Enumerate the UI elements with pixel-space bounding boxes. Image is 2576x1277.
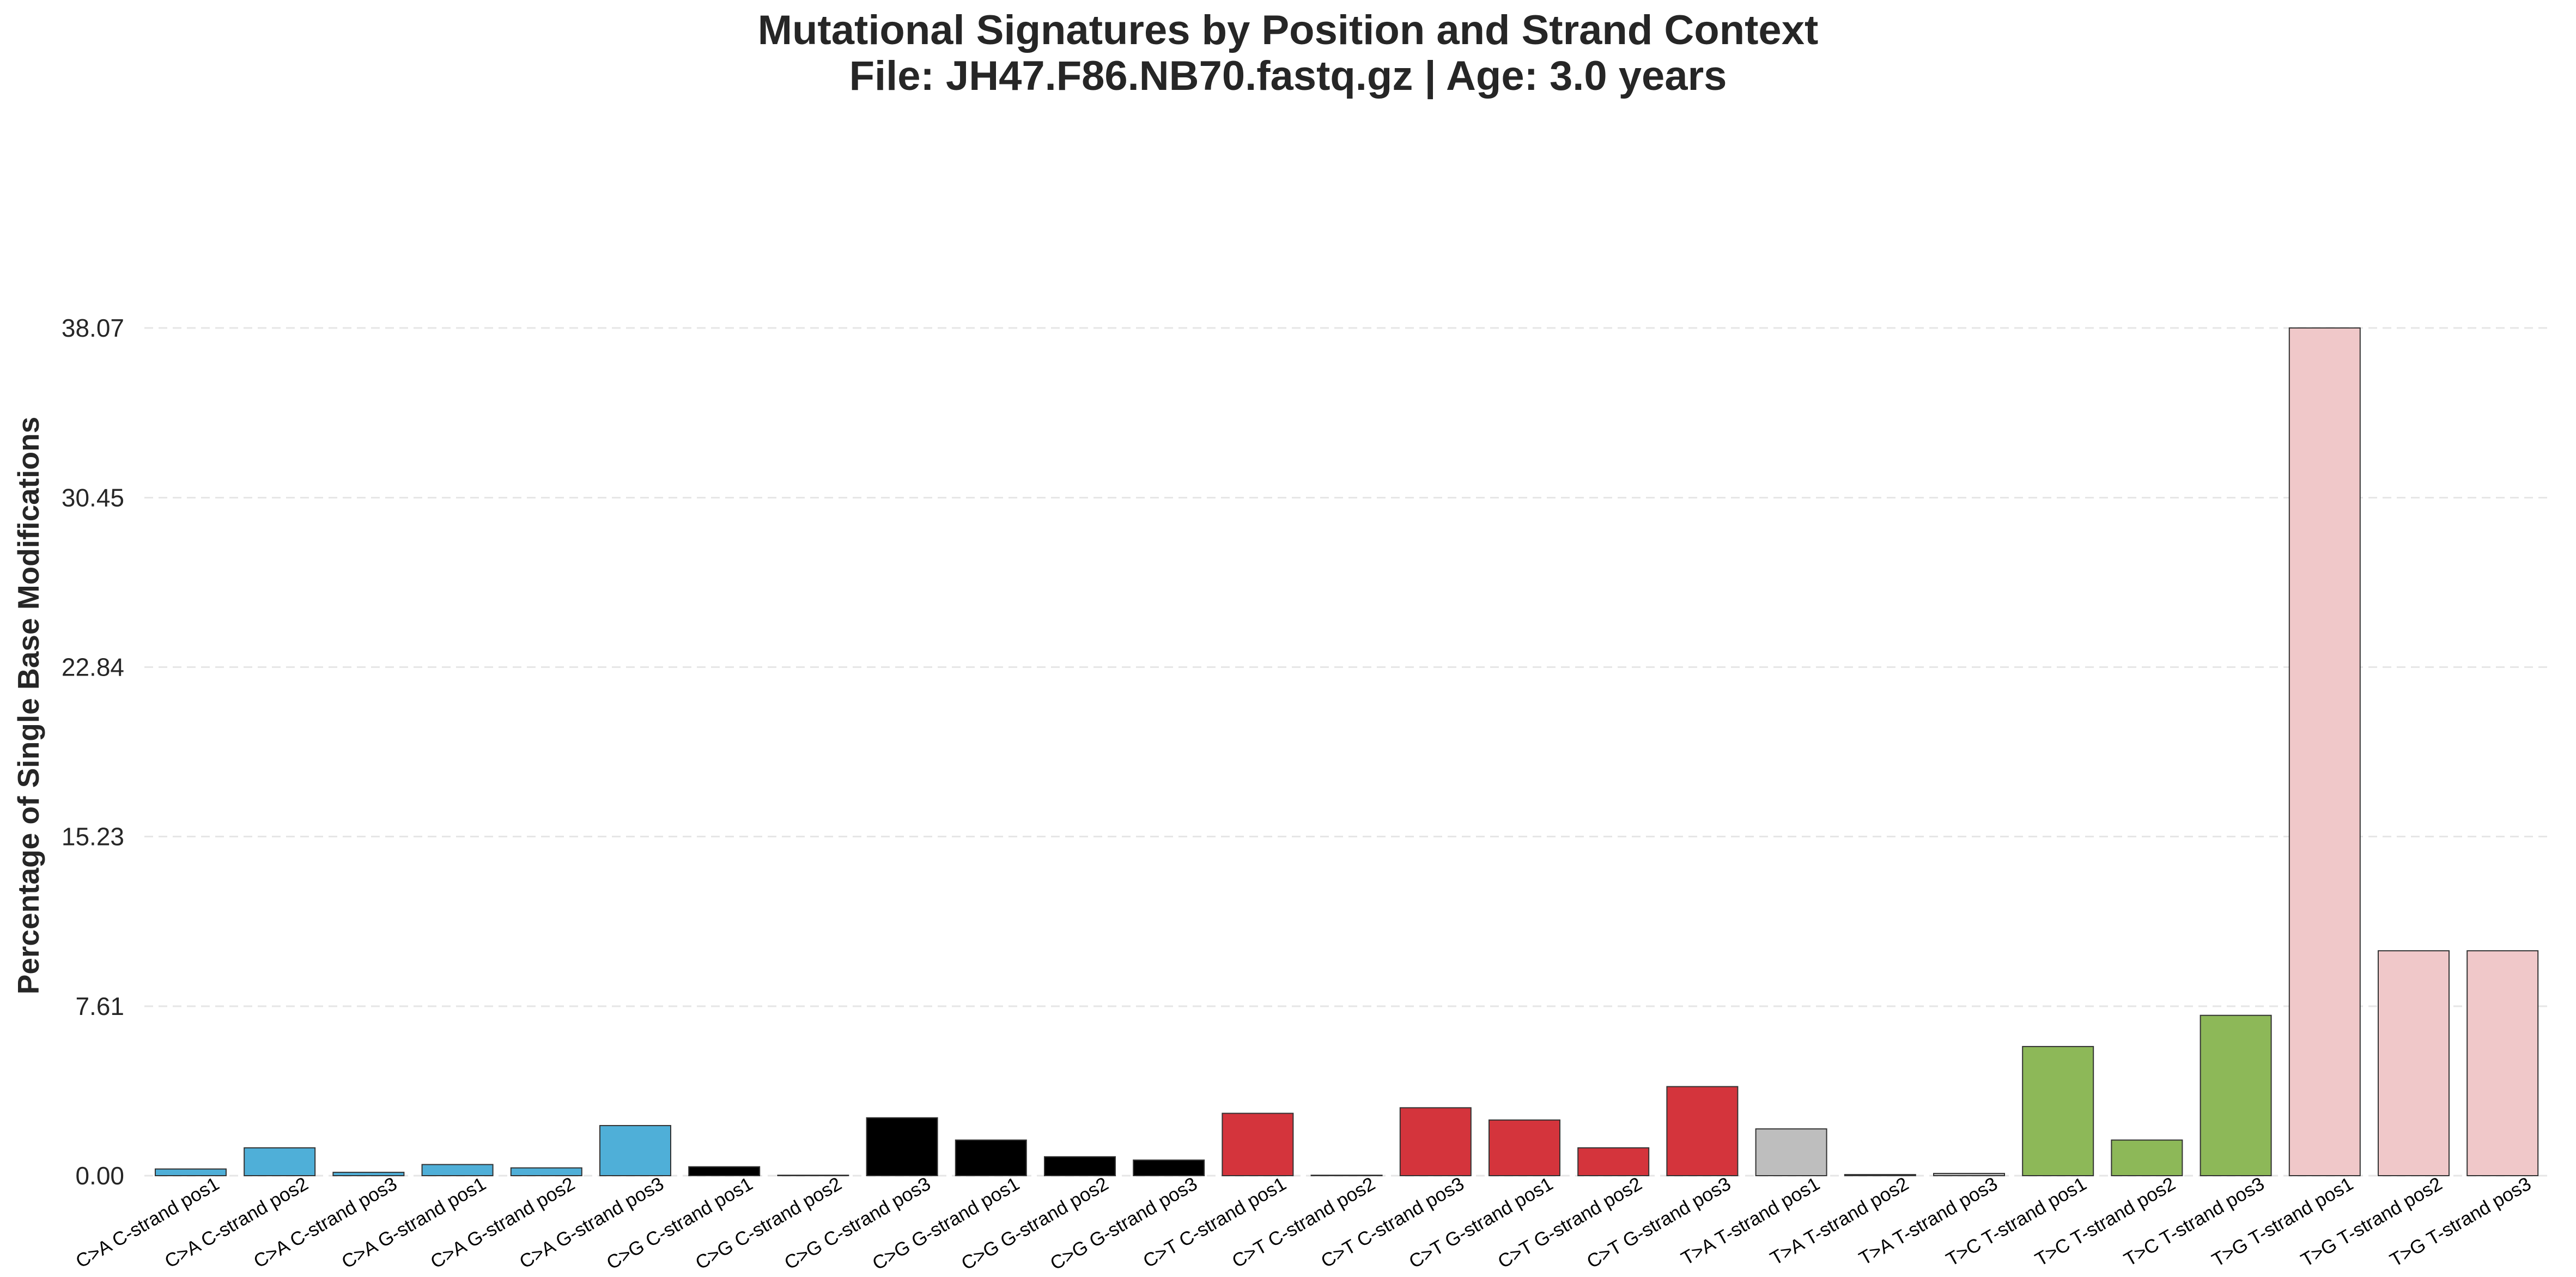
bar: [1844, 1173, 1916, 1176]
x-tick-label: T>G T-strand pos1: [2208, 1173, 2357, 1271]
x-tick-label: C>A C-strand pos3: [250, 1173, 400, 1272]
bar: [2022, 1045, 2094, 1176]
y-tick-labels: 0.00 7.61 15.23 22.84 30.45 38.07: [62, 314, 124, 1190]
x-tick-label: C>G G-strand pos3: [1047, 1173, 1201, 1274]
x-tick-label: T>G T-strand pos2: [2297, 1173, 2446, 1271]
bar: [1310, 1175, 1383, 1177]
bar: [2378, 950, 2450, 1176]
x-tick-label: C>T C-strand pos3: [1317, 1173, 1468, 1272]
bar: [155, 1168, 227, 1176]
y-tick-label: 22.84: [62, 653, 124, 681]
x-tick-label: C>G G-strand pos1: [869, 1173, 1023, 1274]
bar: [510, 1167, 582, 1177]
y-tick-label: 30.45: [62, 483, 124, 512]
bar: [2111, 1139, 2183, 1177]
bar: [332, 1171, 405, 1176]
x-tick-label: C>A G-strand pos3: [516, 1173, 667, 1273]
bar: [1755, 1128, 1827, 1177]
x-tick-label: C>G C-strand pos3: [781, 1173, 934, 1274]
bar: [1933, 1172, 2005, 1177]
bar: [866, 1117, 938, 1177]
bars: [155, 327, 2539, 1177]
bar: [1577, 1147, 1650, 1177]
grid-lines: [144, 327, 2547, 1177]
x-tick-label: C>G C-strand pos1: [603, 1173, 756, 1274]
bar: [1044, 1156, 1116, 1177]
x-tick-label: C>G C-strand pos2: [692, 1173, 845, 1274]
bar: [1222, 1112, 1294, 1177]
bar: [244, 1147, 316, 1177]
bar: [1489, 1119, 1560, 1177]
x-tick-label: C>T G-strand pos3: [1583, 1173, 1735, 1273]
chart-title: Mutational Signatures by Position and St…: [757, 7, 1819, 99]
bar: [955, 1139, 1027, 1177]
bar: [421, 1164, 494, 1177]
x-tick-label: C>T G-strand pos1: [1405, 1173, 1557, 1273]
bar: [2466, 950, 2539, 1176]
bar: [2200, 1014, 2272, 1177]
bar: [777, 1175, 849, 1177]
x-tick-label: C>T G-strand pos2: [1494, 1173, 1646, 1273]
bar: [1133, 1159, 1205, 1177]
x-tick-label: C>A C-strand pos2: [161, 1173, 312, 1272]
y-tick-label: 7.61: [75, 992, 124, 1020]
bar: [688, 1166, 761, 1176]
y-tick-label: 15.23: [62, 823, 124, 851]
x-tick-label: C>T C-strand pos1: [1140, 1173, 1290, 1272]
y-tick-label: 38.07: [62, 314, 124, 342]
x-tick-label: C>T C-strand pos2: [1229, 1173, 1379, 1272]
x-tick-label: C>A G-strand pos1: [338, 1173, 489, 1273]
y-tick-label: 0.00: [75, 1162, 124, 1190]
bar: [599, 1125, 671, 1177]
bar: [1666, 1086, 1739, 1177]
x-tick-label: C>G G-strand pos2: [958, 1173, 1112, 1274]
x-tick-label: T>G T-strand pos3: [2386, 1173, 2535, 1271]
bar: [2288, 327, 2361, 1176]
bar: [1399, 1107, 1472, 1177]
x-tick-label: C>A G-strand pos2: [427, 1173, 579, 1273]
